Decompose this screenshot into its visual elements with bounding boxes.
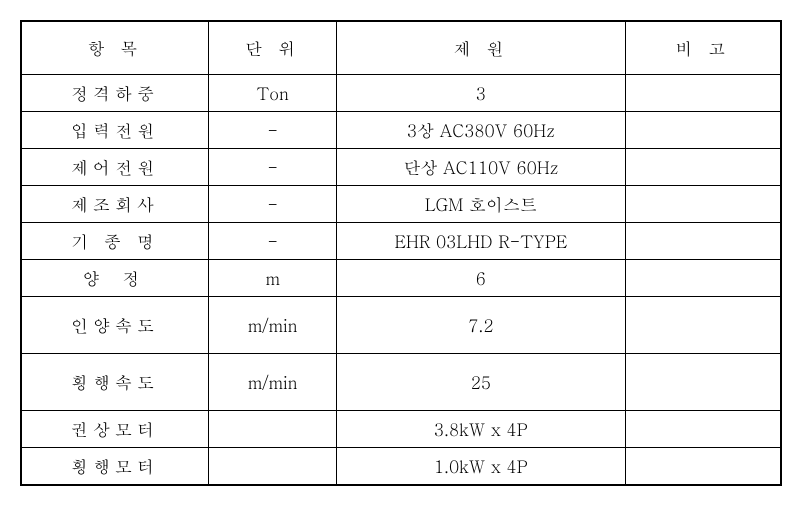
cell-spec: 25 — [337, 354, 625, 411]
cell-spec: 6 — [337, 260, 625, 297]
spec-table: 항 목 단 위 제 원 비 고 정격하중 Ton 3 입력전원 - 3상 AC3… — [20, 20, 782, 486]
cell-unit: m/min — [209, 354, 337, 411]
header-note: 비 고 — [625, 21, 781, 75]
cell-note — [625, 297, 781, 354]
cell-item: 권상모터 — [21, 411, 209, 448]
cell-spec: 3.8kW x 4P — [337, 411, 625, 448]
table-row: 정격하중 Ton 3 — [21, 75, 781, 112]
cell-item: 제조회사 — [21, 186, 209, 223]
spec-table-container: 항 목 단 위 제 원 비 고 정격하중 Ton 3 입력전원 - 3상 AC3… — [20, 20, 782, 486]
header-spec: 제 원 — [337, 21, 625, 75]
cell-note — [625, 223, 781, 260]
cell-note — [625, 112, 781, 149]
cell-unit — [209, 448, 337, 486]
table-row: 입력전원 - 3상 AC380V 60Hz — [21, 112, 781, 149]
cell-unit: - — [209, 149, 337, 186]
cell-spec: 3 — [337, 75, 625, 112]
cell-item: 인양속도 — [21, 297, 209, 354]
cell-note — [625, 75, 781, 112]
cell-spec: 단상 AC110V 60Hz — [337, 149, 625, 186]
cell-note — [625, 149, 781, 186]
cell-spec: 3상 AC380V 60Hz — [337, 112, 625, 149]
table-row: 인양속도 m/min 7.2 — [21, 297, 781, 354]
cell-item: 횡행모터 — [21, 448, 209, 486]
table-row: 권상모터 3.8kW x 4P — [21, 411, 781, 448]
cell-item: 양 정 — [21, 260, 209, 297]
cell-unit: - — [209, 112, 337, 149]
cell-unit: - — [209, 223, 337, 260]
cell-spec: 7.2 — [337, 297, 625, 354]
cell-unit: - — [209, 186, 337, 223]
cell-item: 제어전원 — [21, 149, 209, 186]
table-row: 횡행속도 m/min 25 — [21, 354, 781, 411]
cell-unit — [209, 411, 337, 448]
table-row: 양 정 m 6 — [21, 260, 781, 297]
header-unit: 단 위 — [209, 21, 337, 75]
table-row: 횡행모터 1.0kW x 4P — [21, 448, 781, 486]
cell-note — [625, 411, 781, 448]
table-row: 제어전원 - 단상 AC110V 60Hz — [21, 149, 781, 186]
table-row: 제조회사 - LGM 호이스트 — [21, 186, 781, 223]
cell-note — [625, 354, 781, 411]
cell-item: 기 종 명 — [21, 223, 209, 260]
cell-spec: LGM 호이스트 — [337, 186, 625, 223]
cell-item: 입력전원 — [21, 112, 209, 149]
table-header-row: 항 목 단 위 제 원 비 고 — [21, 21, 781, 75]
cell-spec: 1.0kW x 4P — [337, 448, 625, 486]
header-item: 항 목 — [21, 21, 209, 75]
cell-note — [625, 186, 781, 223]
cell-item: 정격하중 — [21, 75, 209, 112]
cell-note — [625, 448, 781, 486]
cell-note — [625, 260, 781, 297]
cell-spec: EHR 03LHD R-TYPE — [337, 223, 625, 260]
cell-item: 횡행속도 — [21, 354, 209, 411]
cell-unit: m — [209, 260, 337, 297]
table-row: 기 종 명 - EHR 03LHD R-TYPE — [21, 223, 781, 260]
cell-unit: m/min — [209, 297, 337, 354]
cell-unit: Ton — [209, 75, 337, 112]
